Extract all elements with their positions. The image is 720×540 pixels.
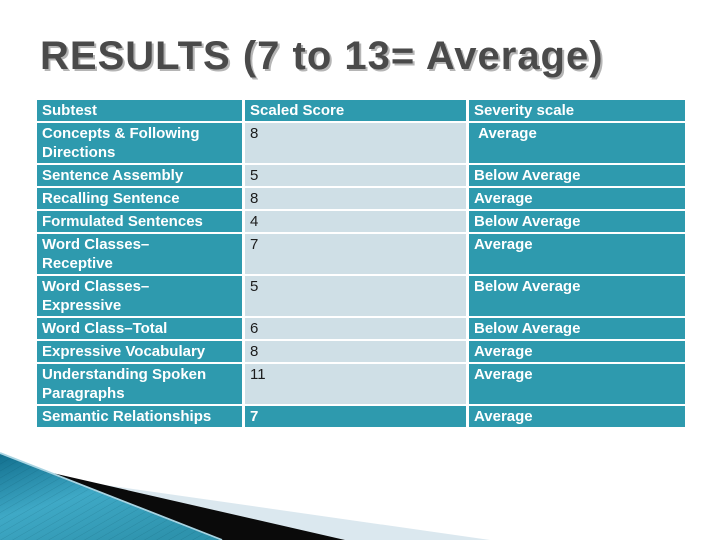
severity-cell: Below Average bbox=[469, 211, 685, 232]
severity-cell: Average bbox=[469, 364, 685, 404]
subtest-cell: Understanding Spoken Paragraphs bbox=[37, 364, 242, 404]
score-cell: 8 bbox=[245, 123, 466, 163]
column-header-scaled-score: Scaled Score bbox=[245, 100, 466, 121]
severity-cell: Average bbox=[469, 188, 685, 209]
column-header-severity-scale: Severity scale bbox=[469, 100, 685, 121]
score-cell: 7 bbox=[245, 406, 466, 427]
subtest-cell: Word Class–Total bbox=[37, 318, 242, 339]
score-cell: 5 bbox=[245, 165, 466, 186]
severity-cell: Below Average bbox=[469, 276, 685, 316]
score-cell: 8 bbox=[245, 188, 466, 209]
results-table: Subtest Scaled Score Severity scale Conc… bbox=[37, 100, 685, 427]
subtest-cell: Expressive Vocabulary bbox=[37, 341, 242, 362]
severity-cell: Average bbox=[469, 341, 685, 362]
subtest-cell: Concepts & Following Directions bbox=[37, 123, 242, 163]
score-cell: 11 bbox=[245, 364, 466, 404]
severity-cell: Average bbox=[469, 123, 685, 163]
subtest-cell: Word Classes– Receptive bbox=[37, 234, 242, 274]
severity-cell: Below Average bbox=[469, 318, 685, 339]
slide-title: RESULTS (7 to 13= Average) bbox=[40, 34, 604, 78]
column-header-subtest: Subtest bbox=[37, 100, 242, 121]
subtest-cell: Recalling Sentence bbox=[37, 188, 242, 209]
severity-cell: Below Average bbox=[469, 165, 685, 186]
severity-cell: Average bbox=[469, 234, 685, 274]
subtest-cell: Sentence Assembly bbox=[37, 165, 242, 186]
severity-cell: Average bbox=[469, 406, 685, 427]
subtest-cell: Word Classes– Expressive bbox=[37, 276, 242, 316]
subtest-cell: Semantic Relationships bbox=[37, 406, 242, 427]
score-cell: 6 bbox=[245, 318, 466, 339]
subtest-cell: Formulated Sentences bbox=[37, 211, 242, 232]
score-cell: 8 bbox=[245, 341, 466, 362]
score-cell: 5 bbox=[245, 276, 466, 316]
score-cell: 4 bbox=[245, 211, 466, 232]
score-cell: 7 bbox=[245, 234, 466, 274]
corner-ribbon-decoration bbox=[0, 452, 490, 540]
